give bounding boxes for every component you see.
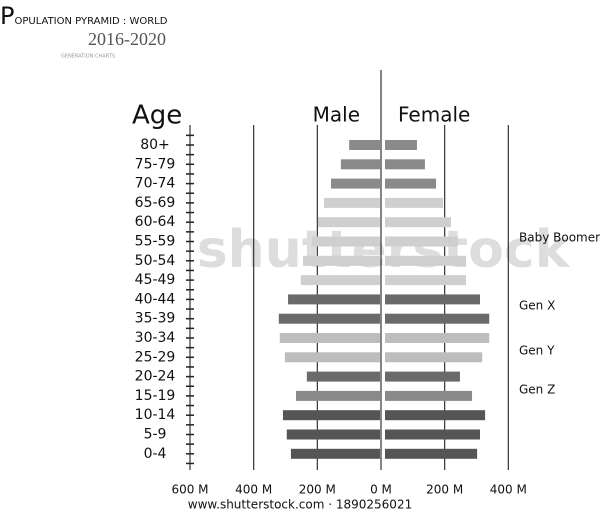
y-tick-label: 55-59 xyxy=(135,234,176,250)
bar-male xyxy=(278,313,380,324)
y-tick-label: 20-24 xyxy=(135,369,176,385)
bar-female xyxy=(385,333,490,343)
bar-male xyxy=(306,371,380,382)
bar-male xyxy=(284,352,380,363)
bar-female xyxy=(385,313,490,324)
y-tick-label: 80+ xyxy=(140,137,170,153)
annotation: Gen X xyxy=(519,299,555,313)
bar-male xyxy=(311,236,380,247)
bar-female xyxy=(385,371,460,382)
x-tick-label: 400 M xyxy=(490,483,527,497)
annotation: Gen Z xyxy=(519,383,555,397)
bar-male xyxy=(317,217,380,228)
x-tick-label: 200 M xyxy=(426,483,463,497)
footer: www.shutterstock.com · 1890256021 xyxy=(188,498,412,512)
chart-title: POPULATION PYRAMID : WORLD xyxy=(0,2,168,30)
y-tick-label: 5-9 xyxy=(144,427,167,443)
x-tick-label: 600 M xyxy=(171,483,208,497)
bar-male xyxy=(286,429,380,440)
bar-male xyxy=(303,255,380,266)
bar-female xyxy=(385,294,481,305)
bar-female xyxy=(385,410,486,421)
y-tick-label: 65-69 xyxy=(135,195,176,211)
x-tick-label: 400 M xyxy=(235,483,272,497)
y-tick-label: 50-54 xyxy=(135,253,176,269)
caption: GENERATION CHARTS xyxy=(61,54,115,60)
bar-male xyxy=(282,410,380,421)
bar-female xyxy=(385,178,437,189)
y-tick-label: 30-34 xyxy=(135,330,176,346)
bar-male xyxy=(349,140,380,150)
bar-female xyxy=(385,217,452,228)
bar-female xyxy=(385,140,417,150)
y-tick-label: 70-74 xyxy=(135,176,176,192)
y-tick-label: 40-44 xyxy=(135,291,176,307)
bar-female xyxy=(385,429,481,440)
bar-male xyxy=(290,448,380,459)
legend-female: Female xyxy=(398,103,470,127)
y-tick-label: 75-79 xyxy=(135,156,176,172)
y-tick-label: 15-19 xyxy=(135,388,176,404)
bar-male xyxy=(279,333,380,343)
annotation: Baby Boomer xyxy=(519,231,600,245)
legend-male: Male xyxy=(313,103,360,127)
bar-male xyxy=(324,197,380,208)
bar-male xyxy=(288,294,380,305)
annotation: Gen Y xyxy=(519,344,555,358)
bar-female xyxy=(385,255,466,266)
bar-male xyxy=(300,275,380,286)
y-tick-label: 45-49 xyxy=(135,272,176,288)
bar-male xyxy=(331,178,380,189)
watermark: shutterstock xyxy=(197,220,571,280)
bar-female xyxy=(385,197,444,208)
y-tick-label: 10-14 xyxy=(135,407,176,423)
y-tick-label: 25-29 xyxy=(135,349,176,365)
y-tick-label: 35-39 xyxy=(135,311,176,327)
bar-female xyxy=(385,352,483,363)
bar-female xyxy=(385,275,466,286)
bar-female xyxy=(385,448,478,459)
chart-subtitle: 2016-2020 xyxy=(88,29,166,49)
bar-female xyxy=(385,159,425,170)
y-axis-label: Age xyxy=(132,101,182,131)
x-tick-label: 200 M xyxy=(299,483,336,497)
bar-male xyxy=(296,390,380,401)
bar-female xyxy=(385,390,473,401)
y-tick-label: 0-4 xyxy=(144,446,167,462)
x-tick-label: 0 M xyxy=(370,483,392,497)
y-tick-label: 60-64 xyxy=(135,214,176,230)
bar-female xyxy=(385,236,459,247)
bar-male xyxy=(340,159,380,170)
